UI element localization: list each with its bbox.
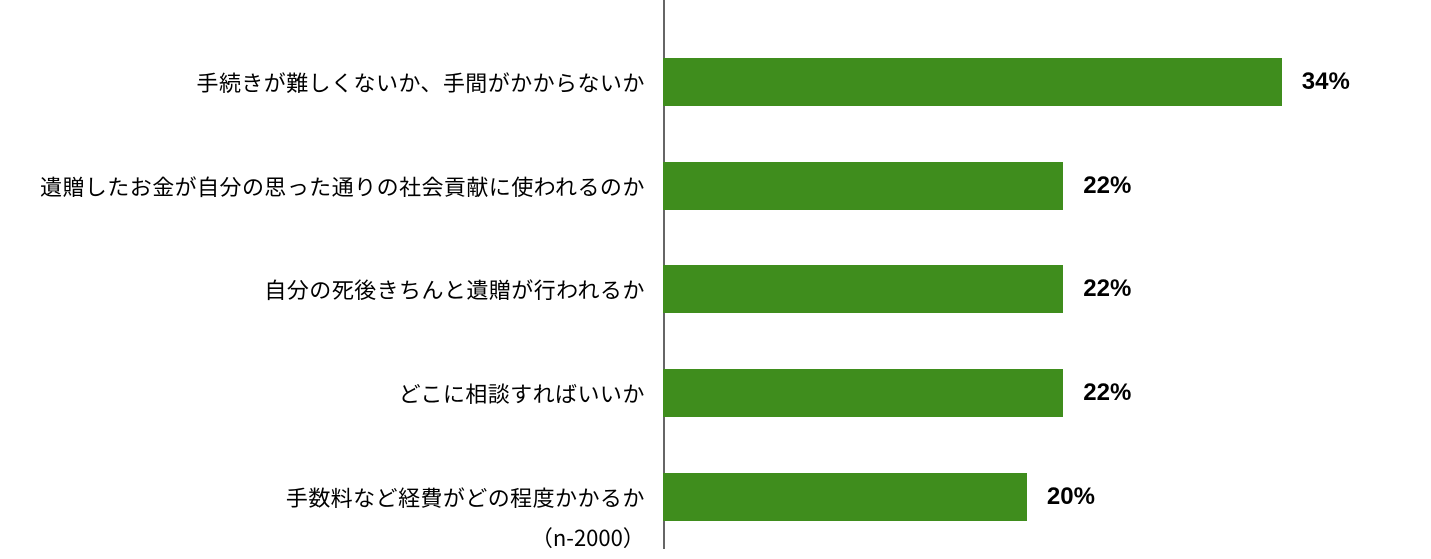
- value-label: 22%: [1083, 379, 1131, 407]
- category-label: 遺贈したお金が自分の思った通りの社会貢献に使われるのか: [40, 170, 645, 202]
- value-label: 22%: [1083, 172, 1131, 200]
- bar: [663, 473, 1027, 521]
- category-label: 手続きが難しくないか、手間がかからないか: [196, 66, 644, 98]
- category-labels-column: 手続きが難しくないか、手間がかからないか遺贈したお金が自分の思った通りの社会貢献…: [40, 30, 663, 549]
- bar: [663, 162, 1064, 210]
- category-label: 手数料など経費がどの程度かかるか: [286, 481, 645, 513]
- category-label: 自分の死後きちんと遺贈が行われるか: [264, 273, 644, 305]
- bar-row: 22%: [663, 369, 1391, 417]
- bar-row: 34%: [663, 58, 1391, 106]
- bar: [663, 369, 1064, 417]
- bar-row: 22%: [663, 162, 1391, 210]
- category-label: どこに相談すればいいか: [399, 377, 645, 409]
- bar-row: 22%: [663, 265, 1391, 313]
- survey-bar-chart: 手続きが難しくないか、手間がかからないか遺贈したお金が自分の思った通りの社会貢献…: [0, 0, 1431, 559]
- value-label: 20%: [1047, 483, 1095, 511]
- plot-area: 手続きが難しくないか、手間がかからないか遺贈したお金が自分の思った通りの社会貢献…: [40, 30, 1391, 549]
- bar: [663, 265, 1064, 313]
- value-label: 34%: [1302, 68, 1350, 96]
- bar-row: 20%: [663, 473, 1391, 521]
- bar: [663, 58, 1282, 106]
- bars-column: 34% 22% 22% 22% 20%: [663, 30, 1391, 549]
- sample-size-footnote: （n-2000）: [0, 521, 645, 553]
- value-label: 22%: [1083, 275, 1131, 303]
